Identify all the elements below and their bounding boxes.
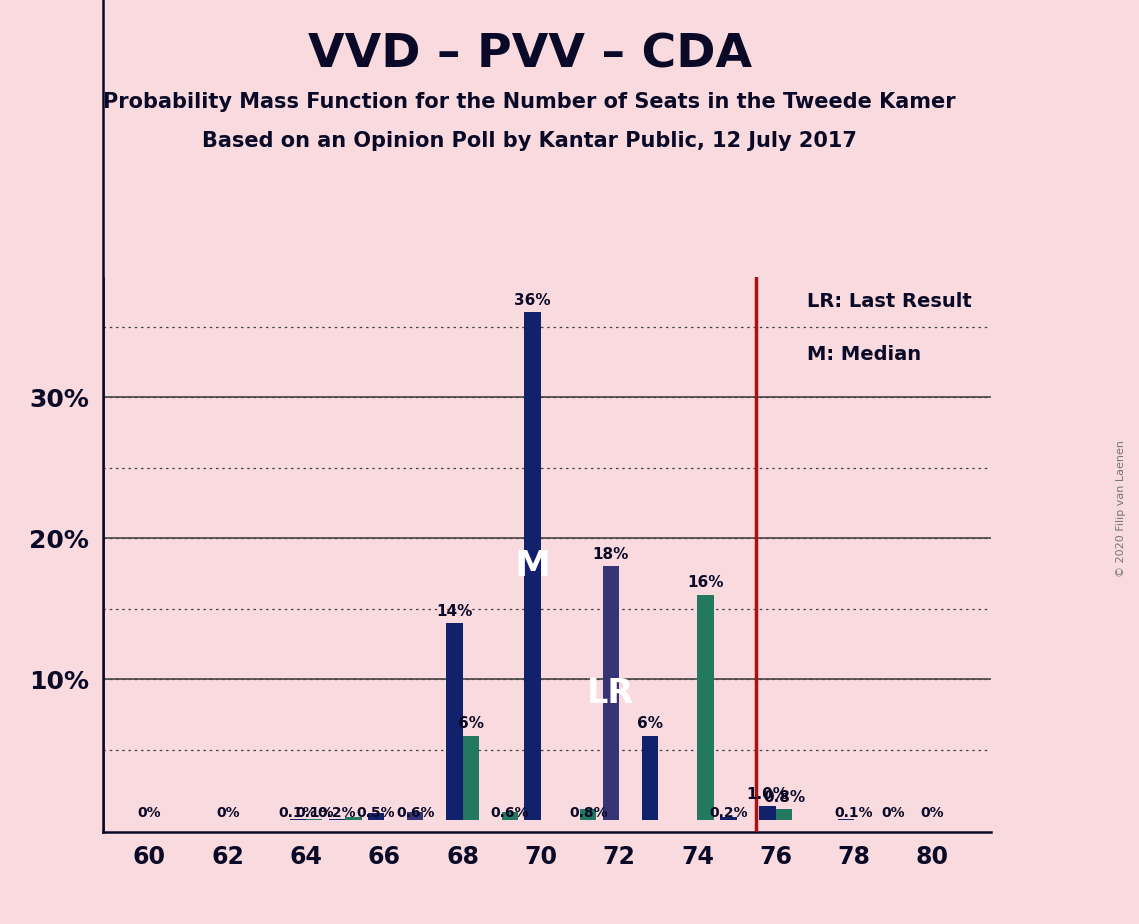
Text: 16%: 16% bbox=[687, 576, 724, 590]
Text: VVD – PVV – CDA: VVD – PVV – CDA bbox=[308, 32, 752, 78]
Text: 0.8%: 0.8% bbox=[763, 790, 805, 805]
Bar bbox=[329, 819, 345, 821]
Text: 14%: 14% bbox=[436, 603, 473, 618]
Text: LR: LR bbox=[588, 677, 634, 710]
Text: 18%: 18% bbox=[592, 547, 629, 562]
Text: 0.1%: 0.1% bbox=[279, 806, 317, 820]
Text: 0%: 0% bbox=[882, 806, 904, 820]
Bar bbox=[720, 818, 737, 821]
Bar bbox=[603, 566, 620, 821]
Bar bbox=[524, 312, 541, 821]
Text: 0.2%: 0.2% bbox=[708, 806, 747, 820]
Bar bbox=[641, 736, 658, 821]
Text: Based on an Opinion Poll by Kantar Public, 12 July 2017: Based on an Opinion Poll by Kantar Publi… bbox=[203, 131, 857, 152]
Text: M: Median: M: Median bbox=[808, 346, 921, 364]
Text: M: M bbox=[515, 550, 550, 583]
Text: 0.5%: 0.5% bbox=[357, 806, 395, 820]
Text: 36%: 36% bbox=[515, 293, 551, 309]
Bar bbox=[580, 809, 597, 821]
Bar bbox=[306, 819, 322, 821]
Bar bbox=[345, 818, 361, 821]
Bar bbox=[368, 813, 384, 821]
Text: 0.6%: 0.6% bbox=[491, 806, 530, 820]
Text: 0%: 0% bbox=[920, 806, 944, 820]
Text: 0.8%: 0.8% bbox=[568, 806, 607, 820]
Text: 0.1%: 0.1% bbox=[835, 806, 874, 820]
Text: 0%: 0% bbox=[216, 806, 239, 820]
Bar bbox=[837, 819, 854, 821]
Text: © 2020 Filip van Laenen: © 2020 Filip van Laenen bbox=[1116, 440, 1125, 577]
Text: 6%: 6% bbox=[458, 716, 484, 732]
Bar bbox=[501, 812, 518, 821]
Text: 0%: 0% bbox=[138, 806, 162, 820]
Text: 0.6%: 0.6% bbox=[396, 806, 434, 820]
Bar bbox=[407, 812, 424, 821]
Text: 0.1%: 0.1% bbox=[295, 806, 334, 820]
Bar bbox=[697, 595, 714, 821]
Text: 0.2%: 0.2% bbox=[318, 806, 357, 820]
Text: Probability Mass Function for the Number of Seats in the Tweede Kamer: Probability Mass Function for the Number… bbox=[104, 92, 956, 113]
Bar bbox=[760, 807, 776, 821]
Bar bbox=[462, 736, 480, 821]
Text: LR: Last Result: LR: Last Result bbox=[808, 292, 972, 310]
Bar bbox=[446, 623, 462, 821]
Text: 1.0%: 1.0% bbox=[746, 787, 788, 802]
Text: 6%: 6% bbox=[637, 716, 663, 732]
Bar bbox=[289, 819, 306, 821]
Bar bbox=[776, 809, 792, 821]
